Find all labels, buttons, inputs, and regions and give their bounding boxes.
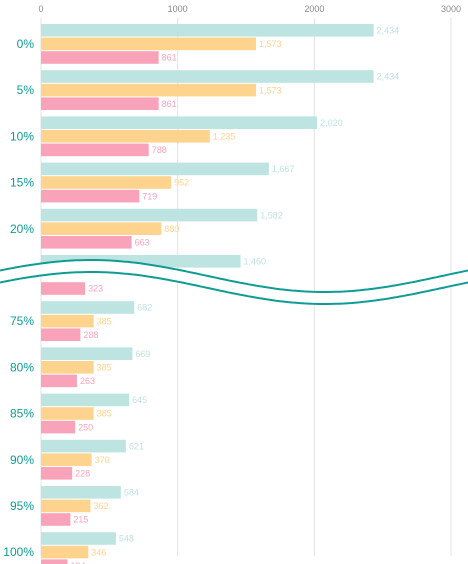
data-label: 669: [135, 349, 150, 359]
bar-series_c: [41, 236, 132, 249]
data-label: 370: [95, 455, 110, 465]
category-label: 5%: [17, 83, 35, 97]
data-label: 1,573: [259, 39, 282, 49]
bar-series_b: [41, 407, 94, 420]
data-label: 1,582: [260, 210, 283, 220]
bar-series_c: [41, 189, 140, 203]
bar-series_a: [41, 162, 269, 176]
category-label: 0%: [17, 37, 35, 51]
data-label: 1,235: [213, 132, 236, 142]
bar-series_a: [41, 486, 121, 499]
category-labels: 0% 5% 10% 15% 20% 75% 80% 85% 90% 95% 100%: [3, 37, 34, 559]
data-label: 362: [93, 501, 108, 511]
data-label: 288: [83, 330, 98, 340]
x-axis-ticks: 0 1000 2000 3000: [38, 4, 461, 14]
bar-series_c: [41, 328, 81, 341]
category-label: 10%: [10, 129, 34, 143]
data-label: 663: [135, 238, 150, 248]
x-tick-label: 3000: [441, 4, 461, 14]
bar-series_a: [41, 70, 374, 83]
bar-series_b: [41, 37, 256, 51]
data-label: 584: [124, 488, 139, 498]
data-label: 1,573: [259, 85, 282, 95]
data-label: 385: [97, 316, 112, 326]
data-label: 788: [152, 145, 167, 155]
category-label: 85%: [10, 407, 34, 421]
data-label: 1,460: [244, 257, 267, 267]
category-label: 100%: [3, 545, 34, 559]
bar-series_a: [41, 116, 318, 129]
data-label: 682: [137, 303, 152, 313]
bar-series_a: [41, 24, 374, 37]
data-label: 263: [80, 376, 95, 386]
data-label: 952: [174, 178, 189, 188]
x-tick-label: 2000: [304, 4, 324, 14]
bar-series_a: [41, 532, 116, 545]
bar-series_b: [41, 499, 91, 513]
bar-series_c: [41, 420, 76, 434]
data-labels: 2,434 1,573 861 2,434 1,573 861 2,020 1,235 788 1…: [71, 26, 400, 564]
bar-series_c: [41, 143, 149, 157]
data-label: 548: [119, 534, 134, 544]
bar-series_c: [41, 513, 71, 526]
data-label: 228: [75, 469, 90, 479]
bar-series_b: [41, 545, 89, 559]
bar-series_b: [41, 361, 94, 374]
data-label: 385: [97, 409, 112, 419]
data-label: 880: [164, 224, 179, 234]
bar-series_a: [41, 439, 126, 453]
bar-series_b: [41, 453, 92, 466]
bar-series_a: [41, 208, 258, 222]
x-tick-label: 1000: [168, 4, 188, 14]
category-label: 20%: [10, 222, 34, 236]
bar-series_b: [41, 314, 94, 328]
category-label: 75%: [10, 314, 34, 328]
bar-series_b: [41, 130, 210, 143]
axis-break: [0, 259, 468, 305]
data-label: 861: [162, 53, 177, 63]
bar-series_c: [41, 374, 77, 388]
data-label: 2,434: [377, 72, 400, 82]
category-label: 15%: [10, 176, 34, 190]
bar-series_c: [41, 282, 86, 295]
bar-series_b: [41, 83, 256, 97]
category-label: 90%: [10, 453, 34, 467]
data-label: 346: [91, 547, 106, 557]
data-label: 215: [73, 515, 88, 525]
data-label: 861: [162, 99, 177, 109]
x-tick-label: 0: [38, 4, 43, 14]
bar-series_b: [41, 176, 172, 189]
bar-series_a: [41, 347, 133, 360]
axis-break-line-lower: [0, 271, 468, 305]
bar-series_a: [41, 301, 135, 314]
data-label: 250: [78, 422, 93, 432]
data-label: 645: [132, 395, 147, 405]
axis-break-line-upper: [0, 259, 468, 293]
bar-series_c: [41, 559, 68, 564]
bar-series_c: [41, 97, 159, 110]
bar-series_c: [41, 467, 73, 480]
data-label: 1,667: [272, 164, 295, 174]
data-label: 2,434: [377, 26, 400, 36]
category-label: 95%: [10, 499, 34, 513]
bars: [41, 24, 374, 564]
data-label: 194: [71, 561, 86, 564]
data-label: 385: [97, 363, 112, 373]
bar-series_c: [41, 51, 159, 64]
bar-series_b: [41, 222, 162, 235]
category-label: 80%: [10, 360, 34, 374]
data-label: 323: [88, 284, 103, 294]
data-label: 621: [129, 441, 144, 451]
bar-series_a: [41, 393, 130, 407]
data-label: 2,020: [320, 118, 343, 128]
data-label: 719: [142, 191, 157, 201]
